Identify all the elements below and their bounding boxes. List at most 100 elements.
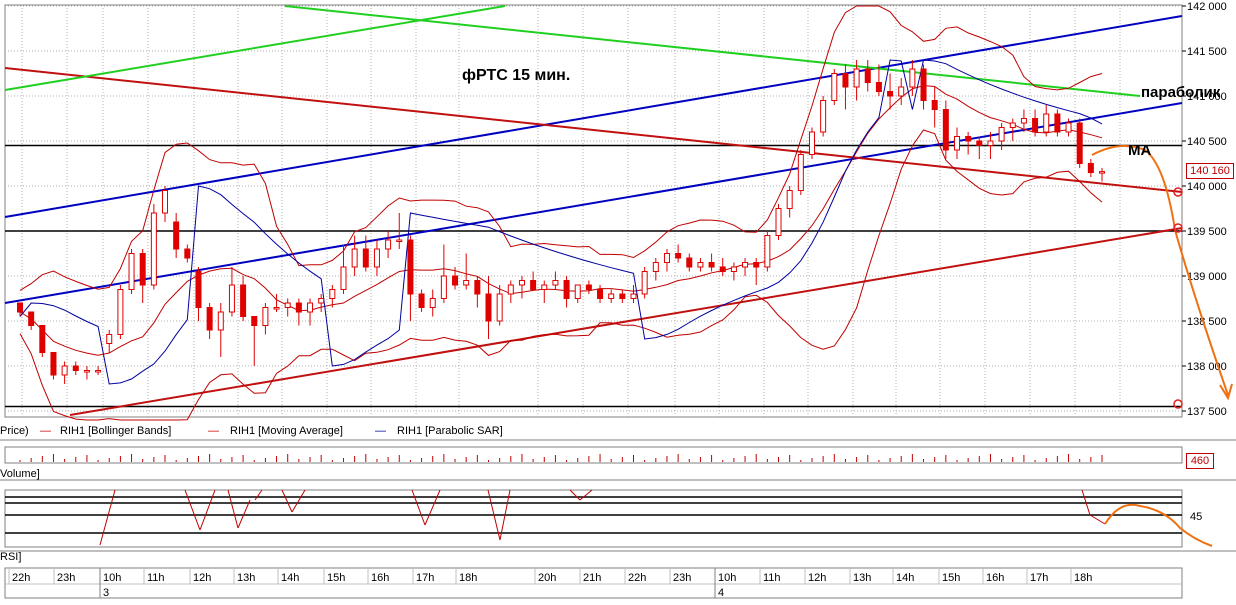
price-panel bbox=[4, 4, 1183, 418]
candle-body bbox=[530, 280, 537, 290]
chart-title: фРТС 15 мин. bbox=[462, 67, 571, 84]
legend: Price) — RIH1 [Bollinger Bands] — RIH1 [… bbox=[0, 424, 1184, 440]
y-tick-label: 138 500 bbox=[1187, 316, 1227, 328]
candle-body bbox=[329, 289, 336, 299]
rsi-line bbox=[291, 489, 306, 513]
candle-body bbox=[385, 239, 392, 250]
candle-body bbox=[808, 131, 815, 155]
candle-body bbox=[597, 289, 604, 299]
candle-body bbox=[496, 293, 503, 322]
candle-body bbox=[864, 68, 871, 83]
candle-body bbox=[1087, 163, 1094, 173]
candle-body bbox=[217, 311, 224, 331]
candle-body bbox=[162, 190, 169, 214]
candle-body bbox=[764, 235, 771, 268]
candle-body bbox=[206, 307, 213, 331]
time-axis bbox=[4, 567, 1183, 599]
legend-bollinger-swatch: — bbox=[40, 425, 51, 437]
candle-body bbox=[909, 68, 916, 88]
candle-body bbox=[396, 239, 403, 242]
candle-body bbox=[652, 262, 659, 272]
candle-body bbox=[786, 190, 793, 209]
rsi-line bbox=[237, 499, 251, 529]
candle-body bbox=[17, 302, 23, 313]
ma-annotation: MA bbox=[1128, 142, 1152, 159]
rsi-forecast-path bbox=[1104, 503, 1213, 547]
candle-body bbox=[28, 311, 35, 326]
candle-body bbox=[474, 280, 481, 295]
blue-trendline-upper bbox=[4, 15, 1183, 218]
candle-body bbox=[1099, 171, 1105, 174]
candle-body bbox=[251, 316, 258, 326]
rsi-panel bbox=[4, 489, 1183, 548]
candle-body bbox=[987, 140, 994, 146]
candle-body bbox=[139, 253, 146, 286]
volume-last-badge: 460 bbox=[1186, 453, 1214, 469]
time-label: 22h bbox=[628, 572, 646, 584]
time-label: 20h bbox=[538, 572, 556, 584]
candle-body bbox=[920, 68, 927, 101]
candle-body bbox=[552, 280, 559, 286]
time-label: 11h bbox=[763, 572, 781, 584]
y-tick-label: 137 500 bbox=[1187, 406, 1227, 418]
time-label: 15h bbox=[327, 572, 345, 584]
rsi-line bbox=[569, 489, 581, 501]
time-label: 23h bbox=[57, 572, 75, 584]
candle-body bbox=[775, 208, 782, 236]
candle-body bbox=[295, 302, 302, 313]
candle-body bbox=[184, 248, 191, 259]
candle-body bbox=[730, 266, 737, 272]
day-label: 4 bbox=[718, 587, 724, 599]
candle-body bbox=[998, 127, 1005, 142]
volume-panel bbox=[4, 446, 1183, 464]
candle-body bbox=[407, 239, 414, 295]
candle-body bbox=[708, 262, 715, 268]
candle-body bbox=[619, 293, 626, 299]
legend-ma-swatch: — bbox=[208, 425, 219, 437]
time-label: 23h bbox=[673, 572, 691, 584]
candle-body bbox=[362, 248, 369, 268]
candle-body bbox=[150, 212, 157, 286]
candle-body bbox=[50, 352, 57, 376]
rsi-line bbox=[411, 489, 426, 526]
rsi-level-label: 45 bbox=[1190, 511, 1203, 523]
target-circle bbox=[1173, 187, 1183, 197]
candle-body bbox=[485, 293, 492, 322]
candle-body bbox=[507, 284, 514, 295]
legend-price: Price) bbox=[0, 425, 29, 437]
y-tick-label: 140 500 bbox=[1187, 136, 1227, 148]
last-price-badge: 140 160 bbox=[1186, 163, 1234, 179]
candle-body bbox=[106, 334, 113, 344]
time-label: 15h bbox=[942, 572, 960, 584]
candle-body bbox=[831, 73, 838, 101]
forecast-path bbox=[1091, 145, 1229, 396]
rsi-line bbox=[487, 489, 501, 541]
time-label: 17h bbox=[416, 572, 434, 584]
candle-body bbox=[719, 266, 726, 272]
candle-body bbox=[1020, 118, 1027, 124]
rsi-line bbox=[199, 489, 216, 531]
target-circle bbox=[1173, 223, 1183, 233]
candle-body bbox=[697, 262, 704, 268]
time-label: 13h bbox=[237, 572, 255, 584]
rsi-line bbox=[227, 489, 239, 529]
candle-body bbox=[273, 307, 280, 310]
candle-body bbox=[228, 284, 235, 313]
rsi-line bbox=[254, 489, 263, 501]
candle-body bbox=[686, 257, 693, 268]
candle-body bbox=[1043, 113, 1050, 133]
candle-body bbox=[1065, 122, 1072, 133]
candle-body bbox=[1054, 113, 1061, 133]
candle-body bbox=[284, 302, 291, 308]
legend-bollinger: RIH1 [Bollinger Bands] bbox=[60, 425, 172, 437]
time-label: 10h bbox=[103, 572, 121, 584]
candle-body bbox=[976, 140, 983, 146]
candle-body bbox=[931, 100, 938, 110]
red-trendline-upper bbox=[4, 67, 1183, 193]
candle-body bbox=[95, 370, 102, 373]
time-label: 17h bbox=[1030, 572, 1048, 584]
candle-body bbox=[797, 154, 804, 191]
candle-body bbox=[1009, 122, 1016, 128]
candle-body bbox=[440, 275, 447, 299]
candle-body bbox=[318, 298, 325, 304]
